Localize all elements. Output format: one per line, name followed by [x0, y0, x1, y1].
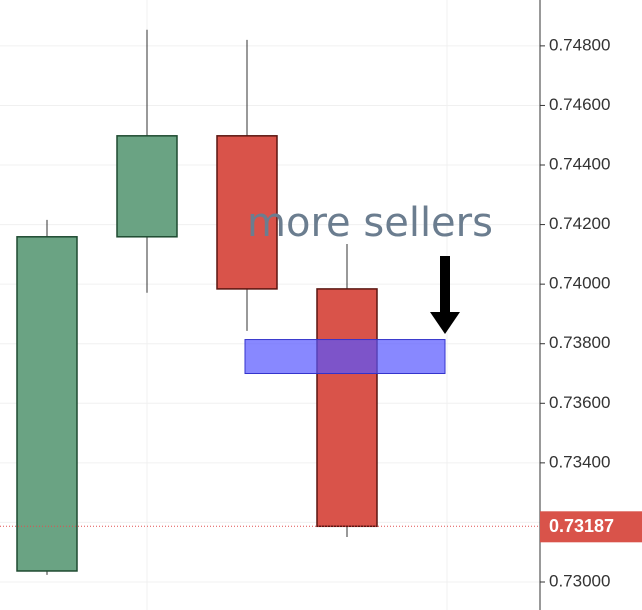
vertical-grid	[146, 0, 448, 610]
y-tick-label: 0.73600	[549, 393, 610, 412]
annotation: more sellers	[247, 200, 493, 246]
candle-body	[116, 135, 178, 238]
candle-body	[16, 236, 78, 572]
y-tick-label: 0.74600	[549, 95, 610, 114]
y-tick-label: 0.74200	[549, 214, 610, 233]
y-tick-label: 0.74800	[549, 35, 610, 54]
last-price-label: 0.73187	[549, 516, 614, 536]
y-tick-label: 0.73800	[549, 333, 610, 352]
y-tick-label: 0.73000	[549, 571, 610, 590]
arrow-shaft	[440, 256, 450, 312]
y-tick-label: 0.74000	[549, 274, 610, 293]
y-tick-label: 0.73400	[549, 452, 610, 471]
zone	[244, 339, 446, 375]
candle-body	[216, 135, 278, 290]
candle-body	[316, 288, 378, 528]
y-tick-label: 0.74400	[549, 154, 610, 173]
last-price-box	[540, 511, 642, 543]
arrow-head	[430, 312, 460, 334]
